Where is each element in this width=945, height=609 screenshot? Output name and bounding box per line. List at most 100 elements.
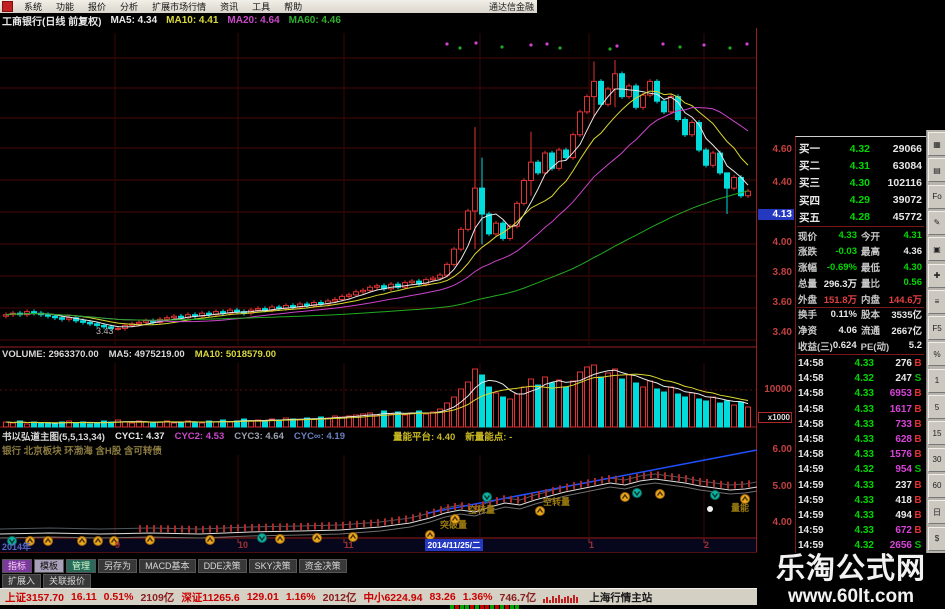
menu-item-分析[interactable]: 分析 [120,2,139,12]
info-label: 内盘 [860,294,880,306]
tab-SKY决策[interactable]: SKY决策 [248,558,297,573]
tick-time: 14:58 [798,449,824,461]
axis-label: 3.80 [772,267,792,278]
indicator-header: 书以弘道主图(5,5,13,34) CYC1: 4.37 CYC2: 4.53 CYC… [2,429,522,444]
cyc-stat: CYC3: 4.64 [234,430,284,442]
info-value: 0.56 [903,277,923,289]
toolbar-button-15[interactable]: 15 [928,421,945,446]
tab-另存为[interactable]: 另存为 [98,558,138,573]
tick-row: 14:58 4.33 6953 B [796,386,924,401]
menu-item-系统[interactable]: 系统 [24,2,43,12]
tick-volume: 2656 [889,540,912,552]
watermark-url: www.60lt.com [788,586,914,607]
tick-side: B [914,434,922,445]
tick-time: 14:58 [798,403,824,415]
tab-关联报价[interactable]: 关联报价 [43,573,92,588]
info-label: 量比 [860,278,880,290]
tick-time: 14:59 [798,510,824,521]
x-axis-month-label: 9 [115,540,121,550]
info-row: 外盘 151.8万 内盘 144.6万 [796,291,924,306]
toolbar-button-Fo[interactable]: Fo [928,184,945,209]
volume-stat: VOLUME: 2963370.00 [2,349,99,360]
sector-info-line: 银行 北京板块 环渤海 含H股 含可转债 [2,443,172,457]
tick-time: 14:58 [798,358,824,369]
info-label: 外盘 [798,294,818,306]
axis-label: 4.40 [772,177,792,188]
tick-price: 4.33 [854,388,874,400]
info-label: 今开 [860,231,880,243]
tab-指标[interactable]: 指标 [2,558,33,573]
axis-label: 4.00 [772,517,792,528]
buy-volume: 63084 [892,159,922,172]
status-item: 16.11 [70,591,97,603]
toolbar-button-30[interactable]: 30 [928,447,945,472]
menu-item-功能[interactable]: 功能 [56,2,75,12]
toolbar-button-60[interactable]: 60 [928,473,945,498]
ma-legend: MA5: 4.34 MA10: 4.41 MA20: 4.64 MA60: 4.46 [110,15,349,26]
svg-text:空转量: 空转量 [468,504,495,515]
tick-row: 14:59 4.33 418 B [796,493,924,508]
toolbar-button-▤[interactable]: ▤ [928,158,945,183]
info-row: 换手 0.11% 股本 3535亿 [796,307,924,322]
tick-side: B [914,510,922,521]
info-value: 4.36 [903,245,923,257]
toolbar-button-F5[interactable]: F5 [928,316,945,341]
tick-row: 14:59 4.32 954 S [796,462,924,477]
toolbar-button-日[interactable]: 日 [928,500,945,525]
menu-bar: 系统 功能 报价 分析 扩展市场行情 资讯 工具 帮助 通达信金融 [0,0,537,13]
info-label: PE(动) [860,341,890,353]
watermark-title: 乐淘公式网 [775,553,926,585]
kline-chart[interactable]: 3.43 突破量 空转量 空转量 量能 [0,27,758,553]
tick-row: 14:59 4.33 672 B [796,523,924,538]
tab-扩展入[interactable]: 扩展入 [2,573,42,588]
toolbar-button-▣[interactable]: ▣ [928,237,945,262]
info-label: 总量 [798,278,818,290]
x-axis-month-label: 1 [589,540,595,550]
status-server: 上海行情主站 [586,591,653,604]
tick-row: 14:58 4.33 1576 B [796,447,924,462]
tick-volume: 954 [895,464,912,476]
buy-row: 买一 4.32 29066 [796,140,924,157]
menu-item-工具[interactable]: 工具 [252,2,271,12]
tick-row: 14:59 4.33 494 B [796,508,924,523]
info-label: 股本 [860,310,880,322]
toolbar-button-▦[interactable]: ▦ [928,132,945,156]
menu-item-资讯[interactable]: 资讯 [220,2,239,12]
menu-item-报价[interactable]: 报价 [88,2,107,12]
info-row: 收益(三) 0.624 PE(动) 5.2 [796,338,924,353]
status-bar: 上证3157.70 16.11 0.51% 2109亿 深证11265.6 129.01 1… [0,588,757,605]
toolbar-button-✚[interactable]: ✚ [928,263,945,288]
status-item: 2012亿 [322,591,357,604]
toolbar-button-$[interactable]: $ [928,526,945,551]
tick-time: 14:59 [798,540,824,552]
axis-label: 4.13 [758,209,794,220]
toolbar-button-5[interactable]: 5 [928,395,945,419]
tab-DDE决策[interactable]: DDE决策 [197,558,247,573]
tick-volume: 418 [895,494,912,506]
buy-row: 买五 4.28 45772 [796,209,924,226]
volume-stat: MA5: 4975219.00 [108,349,185,360]
x-axis-selected-date: 2014/11/25/二 [425,539,483,551]
tick-price: 4.33 [854,525,874,537]
buy-volume: 102116 [887,176,922,189]
menu-items: 系统 功能 报价 分析 扩展市场行情 资讯 工具 帮助 [17,0,309,13]
toolbar-button-1[interactable]: 1 [928,368,945,393]
toolbar-button-%[interactable]: % [928,342,945,367]
axis-label: 3.40 [772,327,792,338]
status-item: 上证3157.70 [5,591,64,604]
tab-管理[interactable]: 管理 [66,558,97,573]
axis-label: 4.60 [772,144,792,155]
toolbar-button-✎[interactable]: ✎ [928,210,945,235]
tab-MACD基本[interactable]: MACD基本 [139,558,196,573]
tick-price: 4.33 [854,358,874,369]
chart-title-bar: 工商银行(日线 前复权) MA5: 4.34 MA10: 4.41 MA20: 4.… [2,13,758,28]
tick-volume: 1576 [889,449,912,461]
indicator-tabs-row: 指标 模板 管理 另存为 MACD基本 DDE决策 SKY决策 资金决策 [0,558,347,573]
menu-item-帮助[interactable]: 帮助 [284,2,303,12]
toolbar-button-≡[interactable]: ≡ [928,289,945,314]
menu-item-扩展市场行情[interactable]: 扩展市场行情 [152,2,207,12]
x-axis-year-label: 2014年 [2,542,32,552]
tab-资金决策[interactable]: 资金决策 [298,558,347,573]
info-label: 收益(三) [798,341,833,353]
tab-模板[interactable]: 模板 [34,558,65,573]
